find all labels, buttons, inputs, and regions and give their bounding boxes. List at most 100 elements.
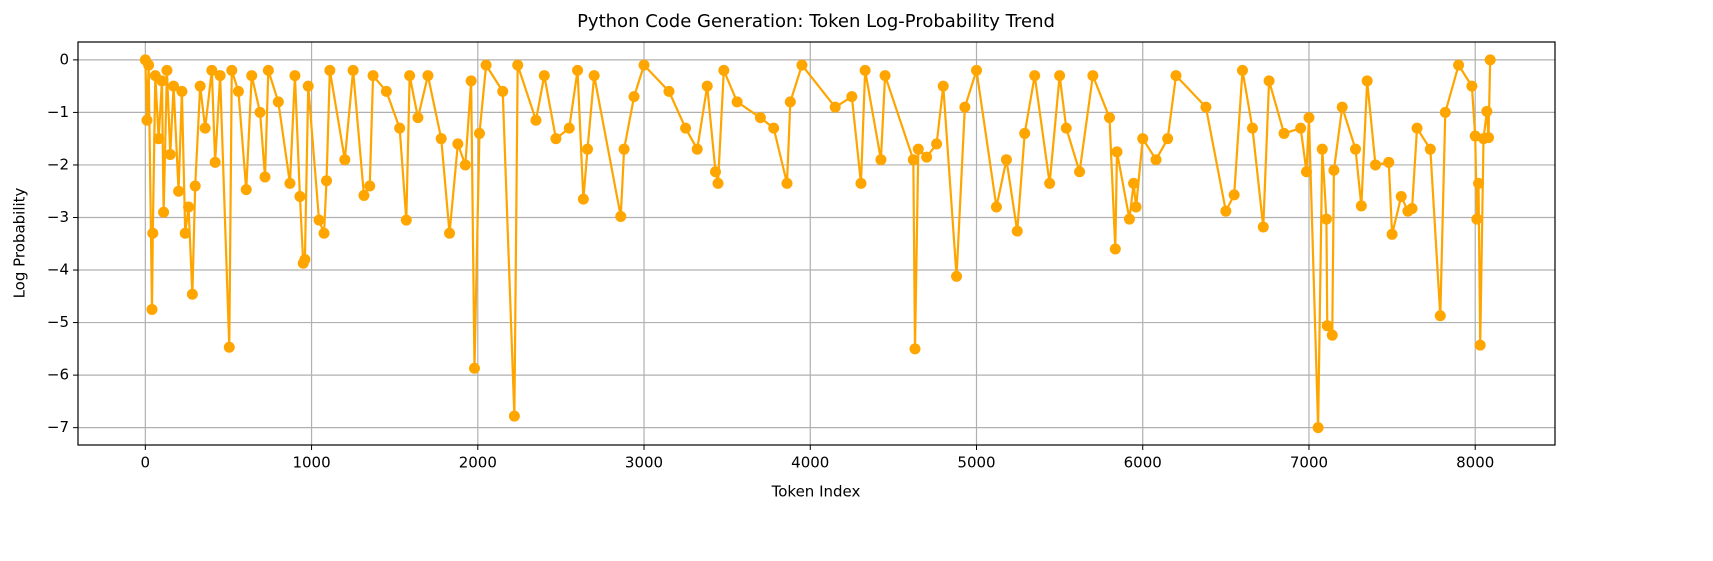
x-tick-label: 3000 bbox=[625, 454, 663, 472]
data-point bbox=[173, 185, 185, 197]
data-point bbox=[1350, 143, 1362, 155]
data-point bbox=[712, 177, 724, 189]
plot-frame bbox=[77, 41, 1556, 446]
y-tick-label: −1 bbox=[47, 103, 69, 121]
data-point bbox=[358, 189, 370, 201]
data-point bbox=[1257, 221, 1269, 233]
data-point bbox=[1321, 320, 1333, 332]
y-tick-label: −3 bbox=[47, 208, 69, 226]
data-point bbox=[289, 70, 301, 82]
data-point bbox=[796, 59, 808, 71]
data-point bbox=[143, 59, 155, 71]
data-point bbox=[538, 70, 550, 82]
data-point bbox=[663, 85, 675, 97]
data-point bbox=[158, 206, 170, 218]
data-point bbox=[147, 227, 159, 239]
data-line bbox=[144, 59, 1492, 429]
data-point bbox=[1029, 70, 1041, 82]
data-point bbox=[1328, 164, 1340, 176]
data-point bbox=[497, 85, 509, 97]
data-point bbox=[550, 133, 562, 145]
data-point bbox=[302, 80, 314, 92]
y-tick-label: −4 bbox=[47, 261, 69, 279]
data-point bbox=[1220, 205, 1232, 217]
data-point bbox=[530, 114, 542, 126]
data-point bbox=[1355, 200, 1367, 212]
data-point bbox=[628, 91, 640, 103]
data-point bbox=[1278, 127, 1290, 139]
data-point bbox=[1103, 112, 1115, 124]
data-point bbox=[912, 143, 924, 155]
data-point bbox=[731, 96, 743, 108]
data-point bbox=[572, 64, 584, 76]
data-point bbox=[1312, 422, 1324, 434]
data-point bbox=[615, 210, 627, 222]
data-point bbox=[465, 75, 477, 87]
y-tick-label: −5 bbox=[47, 313, 69, 331]
data-point bbox=[1473, 177, 1485, 189]
data-point bbox=[638, 59, 650, 71]
data-point bbox=[754, 112, 766, 124]
x-tick-label: 2000 bbox=[459, 454, 497, 472]
data-point bbox=[907, 154, 919, 166]
y-tick-label: −2 bbox=[47, 155, 69, 173]
data-point bbox=[577, 193, 589, 205]
data-point bbox=[618, 143, 630, 155]
data-point bbox=[1054, 70, 1066, 82]
data-point bbox=[459, 159, 471, 171]
data-point bbox=[324, 64, 336, 76]
data-point bbox=[1424, 143, 1436, 155]
data-point bbox=[1395, 190, 1407, 202]
data-point bbox=[1483, 132, 1495, 144]
data-point bbox=[768, 122, 780, 134]
data-point bbox=[1336, 101, 1348, 113]
data-point bbox=[299, 254, 311, 266]
data-point bbox=[1111, 146, 1123, 158]
data-point bbox=[1228, 189, 1240, 201]
data-point bbox=[1011, 225, 1023, 237]
data-point bbox=[141, 114, 153, 126]
data-point bbox=[194, 80, 206, 92]
data-point bbox=[146, 303, 158, 315]
data-point bbox=[1200, 101, 1212, 113]
x-tick-label: 6000 bbox=[1124, 454, 1162, 472]
y-tick-label: −6 bbox=[47, 366, 69, 384]
y-tick-label: −7 bbox=[47, 418, 69, 436]
data-point bbox=[214, 70, 226, 82]
data-point bbox=[1236, 64, 1248, 76]
data-point bbox=[1246, 122, 1258, 134]
data-point bbox=[1019, 127, 1031, 139]
data-point bbox=[404, 70, 416, 82]
data-point bbox=[1109, 243, 1121, 255]
data-point bbox=[1130, 201, 1142, 213]
data-point bbox=[161, 64, 173, 76]
data-point bbox=[364, 180, 376, 192]
data-point bbox=[691, 143, 703, 155]
data-point bbox=[1128, 177, 1140, 189]
data-point bbox=[781, 177, 793, 189]
data-point bbox=[209, 156, 221, 168]
data-point bbox=[259, 171, 271, 183]
data-point bbox=[879, 70, 891, 82]
data-point bbox=[937, 80, 949, 92]
data-point bbox=[321, 175, 333, 187]
data-point bbox=[951, 270, 963, 282]
data-point bbox=[1303, 112, 1315, 124]
data-point bbox=[435, 133, 447, 145]
data-point bbox=[412, 112, 424, 124]
data-point bbox=[921, 151, 933, 163]
data-point bbox=[339, 154, 351, 166]
data-point bbox=[931, 138, 943, 150]
x-tick-label: 4000 bbox=[791, 454, 829, 472]
data-point bbox=[1361, 75, 1373, 87]
y-axis-label: Log Probability bbox=[11, 187, 29, 298]
data-point bbox=[254, 106, 266, 118]
data-point bbox=[1074, 166, 1086, 178]
data-point bbox=[1466, 80, 1478, 92]
data-point bbox=[226, 64, 238, 76]
data-point bbox=[347, 64, 359, 76]
x-tick-label: 8000 bbox=[1456, 454, 1494, 472]
data-point bbox=[168, 80, 180, 92]
data-point bbox=[990, 201, 1002, 213]
data-point bbox=[380, 85, 392, 97]
